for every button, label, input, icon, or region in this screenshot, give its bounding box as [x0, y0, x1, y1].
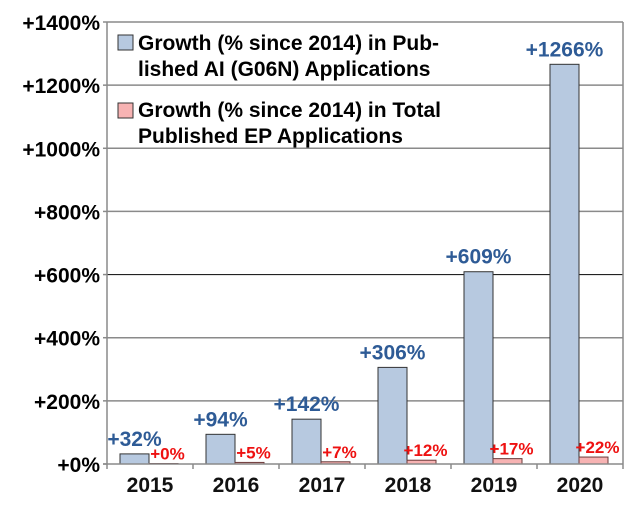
legend: Growth (% since 2014) in Pub- lished AI …	[117, 32, 441, 148]
x-axis-ticks: 2015 2016 2017 2018 2019 2020	[106, 464, 624, 497]
y-tick-label: +1400%	[22, 12, 100, 35]
data-label-ai-2020: +1266%	[526, 38, 604, 61]
data-label-ai-2019: +609%	[446, 246, 512, 269]
data-label-ep-2018: +12%	[404, 441, 448, 460]
bar-ai-2020	[549, 63, 580, 465]
legend-swatch-ep	[117, 102, 134, 119]
x-tick-label: 2018	[385, 474, 432, 497]
y-tick-label: +1000%	[22, 138, 100, 161]
bar-ep-2019	[492, 458, 523, 465]
data-label-ai-2017: +142%	[274, 393, 340, 416]
bar-ai-2016	[205, 433, 236, 465]
x-tick-label: 2016	[213, 474, 260, 497]
legend-label-ep-line2: Published EP Applications	[138, 125, 403, 148]
x-tick-label: 2015	[127, 474, 174, 497]
data-label-ep-2019: +17%	[490, 440, 534, 459]
bar-ai-2018	[377, 366, 408, 465]
axes	[103, 22, 623, 465]
data-labels: +32%+0% +94% +5% +142% +7% +306% +12% +609% +17%…	[107, 38, 619, 463]
gridlines	[107, 21, 624, 464]
legend-label-ai-line1: Growth (% since 2014) in Pub-	[138, 32, 439, 55]
y-tick-label: +600%	[34, 265, 100, 288]
x-tick-label: 2019	[471, 474, 518, 497]
data-label-ai-2015: +32%	[107, 428, 162, 451]
data-label-ai-2016: +94%	[193, 408, 248, 431]
bar-ai-2015	[119, 453, 150, 465]
data-label-ep-2016: +5%	[236, 443, 271, 462]
y-tick-label: +400%	[34, 328, 100, 351]
x-tick-label: 2017	[299, 474, 346, 497]
y-tick-label: +0%	[57, 454, 100, 477]
x-tick-label: 2020	[557, 474, 604, 497]
data-label-ep-2015: +0%	[150, 445, 185, 464]
bars	[119, 63, 609, 465]
y-tick-label: +200%	[34, 391, 100, 414]
y-axis-ticks: +0% +200% +400% +600% +800% +1000% +1200% +1400…	[22, 12, 107, 477]
bar-ai-2019	[463, 271, 494, 465]
y-tick-label: +800%	[34, 201, 100, 224]
bar-ep-2020	[578, 456, 609, 465]
data-label-ai-2018: +306%	[360, 341, 426, 364]
legend-label-ep-line1: Growth (% since 2014) in Total	[138, 99, 441, 122]
data-label-ep-2020: +22%	[576, 438, 620, 457]
y-tick-label: +1200%	[22, 75, 100, 98]
bar-ai-2017	[291, 418, 322, 465]
data-label-ep-2017: +7%	[322, 443, 357, 462]
legend-swatch-ai	[117, 34, 134, 51]
legend-label-ai-line2: lished AI (G06N) Applications	[138, 58, 430, 81]
